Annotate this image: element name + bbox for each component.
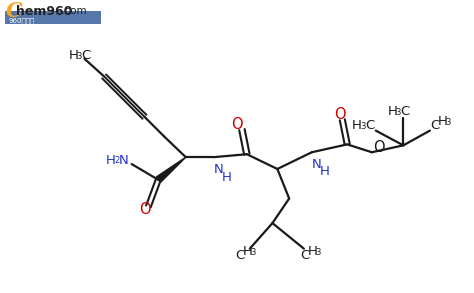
Text: O: O [335,107,346,122]
Polygon shape [156,157,186,183]
Text: H: H [69,49,79,62]
Text: N: N [213,163,223,176]
Text: N: N [119,154,128,167]
Text: H: H [438,115,447,128]
Text: 3: 3 [251,248,256,257]
Text: H: H [106,154,116,167]
Text: C: C [82,49,91,62]
Text: 3: 3 [316,248,321,257]
Text: H: H [308,245,318,258]
Text: H: H [243,245,253,258]
Text: N: N [312,158,321,171]
Text: 3: 3 [360,122,365,131]
FancyBboxPatch shape [5,11,101,24]
Text: 3: 3 [77,52,82,61]
Text: hem960: hem960 [16,5,72,18]
Text: C: C [6,1,22,21]
Text: C: C [430,119,439,132]
Text: 2: 2 [114,156,119,165]
Text: 3: 3 [446,118,451,127]
Text: O: O [139,202,150,217]
Text: C: C [235,249,244,262]
Text: 960化工网: 960化工网 [9,17,35,24]
Text: C: C [401,105,410,118]
Text: .com: .com [62,6,87,16]
Text: C: C [300,249,309,262]
Text: H: H [352,119,362,132]
Text: H: H [319,166,329,178]
Text: O: O [231,117,243,132]
Text: H: H [388,105,398,118]
Text: H: H [221,171,231,184]
Text: C: C [365,119,374,132]
Text: O: O [373,140,384,155]
Text: 3: 3 [395,108,401,117]
